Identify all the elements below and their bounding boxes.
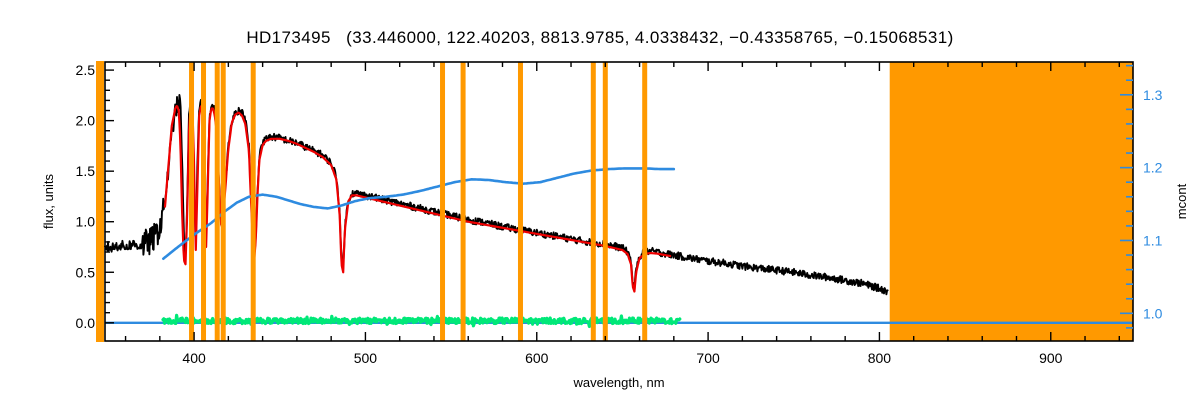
x-tick-label: 900 <box>1039 350 1063 366</box>
y-axis-label: flux, units <box>41 174 56 229</box>
masked-line-6 <box>460 62 466 341</box>
masked-line-10 <box>642 62 648 341</box>
y2-axis-label: mcont <box>1174 183 1189 219</box>
x-tick-label: 800 <box>868 350 892 366</box>
masked-line-2 <box>214 62 220 341</box>
y2-tick-label: 1.3 <box>1143 87 1163 103</box>
masked-line-4 <box>250 62 256 341</box>
masked-region <box>889 62 1133 341</box>
masked-line-7 <box>517 62 523 341</box>
continuum-series <box>162 167 676 261</box>
y2-tick-label: 1.2 <box>1143 160 1163 176</box>
left-mask-band <box>96 61 104 342</box>
y-tick-label: 1.5 <box>76 163 96 179</box>
y2-tick-label: 1.0 <box>1143 305 1163 321</box>
x-tick-label: 600 <box>525 350 549 366</box>
masked-line-8 <box>590 62 596 341</box>
y2-tick-label: 1.1 <box>1143 232 1163 248</box>
masked-line-3 <box>220 62 226 341</box>
masked-line-5 <box>440 62 446 341</box>
y-tick-label: 2.0 <box>76 113 96 129</box>
x-tick-label: 700 <box>696 350 720 366</box>
x-tick-label: 400 <box>182 350 206 366</box>
masked-line-0 <box>189 62 195 341</box>
masked-line-1 <box>201 62 207 341</box>
y-tick-label: 2.5 <box>76 62 96 78</box>
y-tick-label: 0.5 <box>76 264 96 280</box>
x-axis-label: wavelength, nm <box>572 375 664 390</box>
y-tick-label: 1.0 <box>76 214 96 230</box>
model-spectrum-series <box>163 104 672 293</box>
residual-series <box>161 313 682 329</box>
masked-line-9 <box>602 62 608 341</box>
page-title: HD173495 (33.446000, 122.40203, 8813.978… <box>246 28 954 47</box>
y-tick-label: 0.0 <box>76 315 96 331</box>
x-tick-label: 500 <box>354 350 378 366</box>
